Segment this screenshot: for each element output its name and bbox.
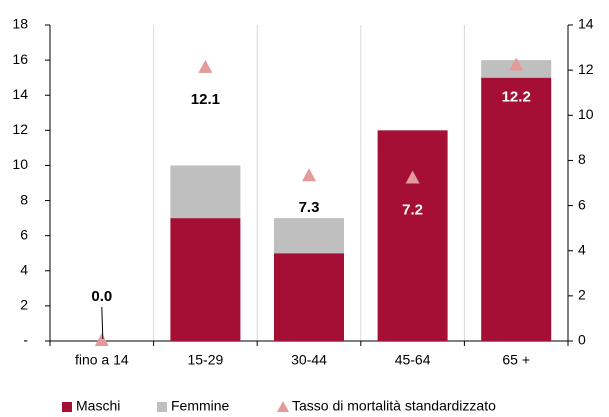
y2-tick-label: 2 [578,287,586,303]
y-tick-label: 8 [20,191,28,207]
y-tick-label: 14 [12,86,28,102]
y-tick-label: - [23,332,28,348]
y2-tick-label: 0 [578,332,586,348]
legend-label: Maschi [76,398,120,414]
x-tick-label: 45-64 [395,352,431,368]
bar [274,253,344,341]
leader-line [101,306,104,340]
bar [274,218,344,254]
y-tick-label: 4 [20,261,28,277]
data-label: 0.0 [91,288,112,305]
legend-marker [277,401,289,412]
y2-tick-label: 8 [578,151,586,167]
x-tick-label: 15-29 [187,352,223,368]
y-tick-label: 10 [12,156,28,172]
data-label: 12.2 [502,89,531,106]
y2-tick-label: 14 [578,16,594,32]
y2-tick-label: 4 [578,241,586,257]
y-tick-label: 16 [12,51,28,67]
y2-tick-label: 10 [578,106,594,122]
x-tick-label: fino a 14 [75,352,129,368]
y-tick-label: 12 [12,121,28,137]
y-tick-label: 6 [20,226,28,242]
data-label: 12.1 [191,91,220,108]
marker [405,170,420,184]
bar [481,77,552,342]
bar [170,165,241,219]
bar [377,130,448,341]
marker [198,59,213,73]
marker [94,333,109,346]
legend-swatch [62,402,72,412]
y-tick-label: 2 [20,297,28,313]
legend-swatch [157,402,167,412]
y2-tick-label: 6 [578,196,586,212]
x-tick-label: 65 + [502,352,530,368]
x-tick-label: 30-44 [291,352,327,368]
data-label: 7.2 [402,201,423,218]
marker [302,168,316,182]
bar [170,218,241,341]
y2-tick-label: 12 [578,61,594,77]
data-label: 7.3 [299,199,320,216]
marker [509,57,524,71]
legend-label: Tasso di mortalità standardizzato [292,398,496,414]
y-tick-label: 18 [12,16,28,32]
legend-label: Femmine [171,398,230,414]
